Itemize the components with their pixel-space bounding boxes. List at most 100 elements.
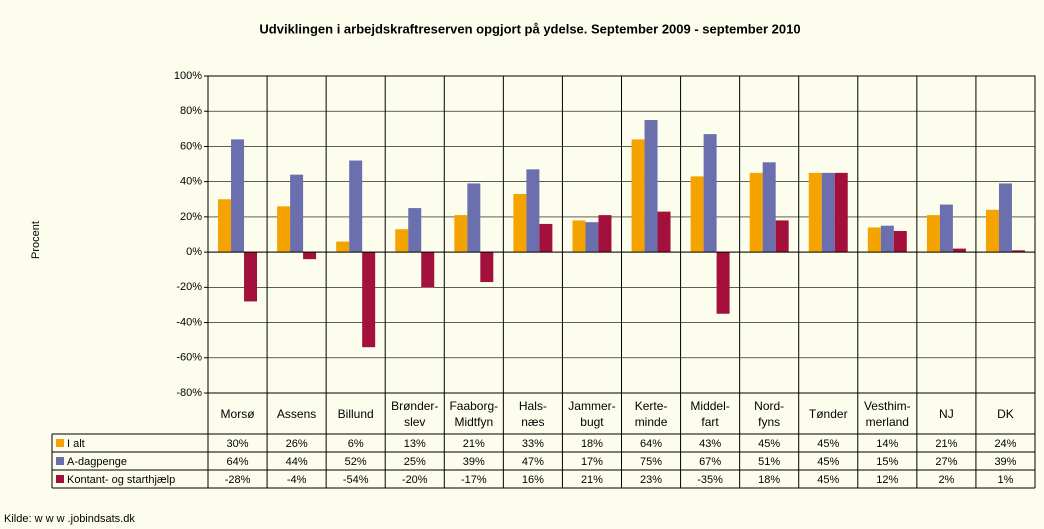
data-label: 21% — [581, 474, 603, 486]
data-label: 1% — [998, 474, 1014, 486]
bar — [775, 220, 789, 253]
x-tick-label: Assens — [276, 406, 317, 421]
legend-label: Kontant- og starthjælp — [67, 474, 175, 486]
bar — [985, 209, 999, 253]
data-label: 67% — [699, 456, 721, 468]
bar — [526, 169, 540, 253]
data-label: 45% — [758, 438, 780, 450]
bar — [690, 176, 704, 253]
x-tick-label: Nord- fyns — [754, 398, 785, 429]
data-label: 52% — [345, 456, 367, 468]
data-label: 23% — [640, 474, 662, 486]
bar — [480, 252, 494, 283]
data-label: -4% — [287, 474, 307, 486]
x-tick-label: Morsø — [220, 406, 255, 421]
x-tick-label: Hals- næs — [518, 398, 547, 429]
bar — [716, 252, 730, 314]
data-label: -54% — [343, 474, 369, 486]
data-label: 14% — [876, 438, 898, 450]
bar — [467, 183, 481, 253]
data-label: 39% — [994, 456, 1016, 468]
bar — [290, 174, 304, 253]
data-label: -35% — [697, 474, 723, 486]
data-label: 18% — [758, 474, 780, 486]
source: Kilde: w w w .jobindsats.dk — [4, 513, 135, 525]
bar — [336, 241, 350, 253]
data-label: 26% — [286, 438, 308, 450]
data-label: 30% — [227, 438, 249, 450]
x-tick-label: Kerte- minde — [634, 398, 668, 429]
bar — [303, 252, 317, 260]
data-label: 15% — [876, 456, 898, 468]
y-tick-label: 80% — [180, 105, 202, 117]
bar — [703, 134, 717, 253]
bar — [834, 172, 848, 253]
bar — [362, 252, 376, 348]
bar — [749, 172, 763, 253]
bar — [585, 222, 599, 253]
bar — [821, 172, 835, 253]
x-tick-label: Brønder- slev — [391, 398, 439, 429]
x-tick-label: Tønder — [808, 406, 848, 421]
data-label: 51% — [758, 456, 780, 468]
y-tick-label: -80% — [176, 387, 202, 399]
bar — [893, 230, 907, 253]
data-label: 44% — [286, 456, 308, 468]
data-label: 45% — [817, 474, 839, 486]
data-label: 39% — [463, 456, 485, 468]
bar — [513, 193, 527, 253]
data-label: 27% — [935, 456, 957, 468]
bar — [880, 225, 894, 253]
bar — [408, 208, 422, 253]
legend-label: I alt — [67, 438, 85, 450]
bar — [939, 204, 953, 253]
bar — [572, 220, 586, 253]
bar — [395, 229, 409, 253]
data-label: 21% — [463, 438, 485, 450]
legend-label: A-dagpenge — [67, 456, 127, 468]
bar — [808, 172, 822, 253]
x-tick-label: Jammer- bugt — [568, 398, 616, 429]
bar — [952, 248, 966, 253]
legend-swatch — [56, 439, 64, 447]
y-tick-label: -40% — [176, 316, 202, 328]
data-label: 16% — [522, 474, 544, 486]
data-label: 6% — [348, 438, 364, 450]
y-tick-label: -20% — [176, 281, 202, 293]
y-tick-label: 20% — [180, 211, 202, 223]
bar — [644, 120, 658, 253]
data-label: 17% — [581, 456, 603, 468]
data-label: 2% — [938, 474, 954, 486]
data-label: 47% — [522, 456, 544, 468]
data-label: 12% — [876, 474, 898, 486]
data-label: 18% — [581, 438, 603, 450]
bar — [598, 215, 612, 253]
x-tick-label: Faaborg- Midtfyn — [449, 398, 499, 429]
data-label: 13% — [404, 438, 426, 450]
bar — [277, 206, 291, 253]
data-label: 33% — [522, 438, 544, 450]
bar — [1011, 250, 1025, 253]
y-tick-label: 100% — [174, 70, 202, 82]
data-label: 64% — [640, 438, 662, 450]
bar — [998, 183, 1012, 253]
data-label: 45% — [817, 438, 839, 450]
y-tick-label: 40% — [180, 176, 202, 188]
chart-title: Udviklingen i arbejdskraftreserven opgjo… — [259, 21, 800, 36]
x-tick-label: DK — [997, 406, 1014, 421]
bar — [631, 139, 645, 253]
legend-swatch — [56, 457, 64, 465]
data-label: 64% — [227, 456, 249, 468]
data-label: 43% — [699, 438, 721, 450]
x-tick-label: Billund — [337, 406, 374, 421]
bar — [421, 252, 435, 288]
bar — [867, 227, 881, 253]
y-axis-label: Procent — [30, 221, 42, 259]
data-label: 24% — [994, 438, 1016, 450]
x-tick-label: Vesthim- merland — [863, 398, 911, 429]
bar — [231, 139, 245, 253]
x-tick-label: Middel- fart — [690, 398, 730, 429]
data-label: -17% — [461, 474, 487, 486]
